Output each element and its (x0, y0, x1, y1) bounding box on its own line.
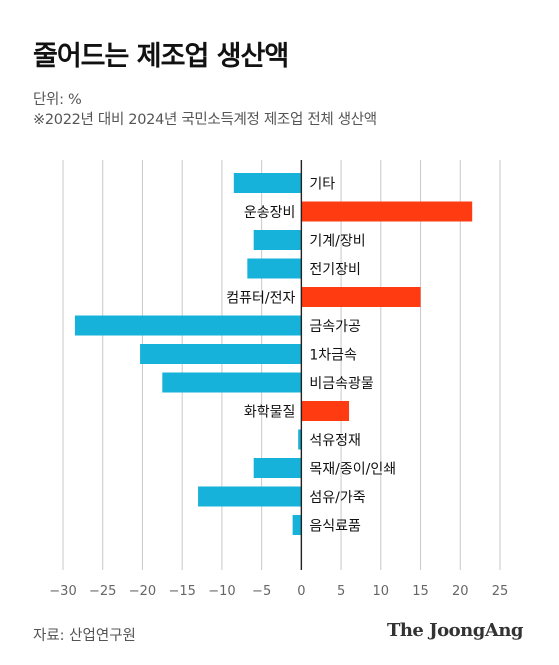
bar (292, 515, 302, 535)
bar (247, 258, 302, 279)
bar-chart: −30 −25 −20 −15 −10 −5 0 5 10 15 20 25 기타운송장비기계/장비전기… (49, 160, 509, 599)
x-tick-label: 25 (492, 584, 509, 599)
category-label: 석유정재 (309, 433, 361, 449)
x-tick-label: 15 (412, 584, 429, 599)
bar (140, 344, 302, 364)
chart-title: 줄어드는 제조업 생산액 (33, 41, 289, 72)
x-tick-label: −20 (129, 584, 156, 599)
category-label: 1차금속 (309, 348, 357, 364)
category-label: 기타 (309, 177, 335, 193)
category-label: 전기장비 (309, 262, 361, 278)
bar (253, 458, 302, 478)
x-tick-label: −30 (49, 584, 76, 599)
x-tick-label: 10 (373, 584, 390, 599)
bar (253, 230, 302, 250)
category-label: 목재/종이/인쇄 (309, 462, 396, 478)
bar (162, 372, 302, 393)
bar (233, 173, 302, 193)
bar (198, 486, 302, 507)
category-label: 섬유/가죽 (309, 490, 365, 506)
x-tick-label: −5 (252, 584, 271, 599)
category-label: 기계/장비 (309, 234, 365, 250)
x-tick-label: −10 (208, 584, 235, 599)
bar (301, 401, 350, 421)
bar (298, 429, 302, 450)
x-tick-label: 20 (452, 584, 469, 599)
bar (301, 201, 473, 222)
category-label: 비금속광물 (309, 376, 374, 392)
bar (301, 287, 421, 307)
category-label: 금속가공 (309, 319, 361, 335)
bar (74, 315, 302, 336)
category-label: 음식료품 (309, 519, 361, 535)
x-tick-label: 5 (337, 584, 345, 599)
x-tick-label: 0 (297, 584, 305, 599)
category-label: 운송장비 (244, 205, 296, 221)
source-note: 자료: 산업연구원 (33, 628, 136, 644)
category-label: 컴퓨터/전자 (226, 291, 295, 307)
brand-logo: The JoongAng (386, 620, 524, 641)
x-tick-label: −15 (168, 584, 195, 599)
chart-subtitle: ※2022년 대비 2024년 국민소득계정 제조업 전체 생산액 (33, 112, 377, 128)
unit-label: 단위: % (33, 92, 82, 108)
x-tick-label: −25 (89, 584, 116, 599)
category-label: 화학물질 (244, 405, 296, 421)
